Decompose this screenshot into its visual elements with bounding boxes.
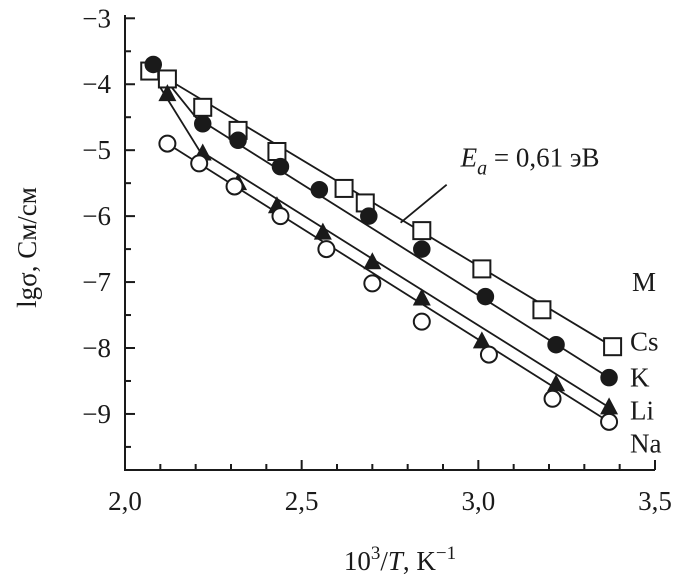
data-point-na bbox=[158, 134, 177, 153]
data-point-cs bbox=[472, 259, 492, 279]
annotation-symbol: E bbox=[460, 143, 478, 173]
x-axis-label-part: / bbox=[380, 546, 388, 576]
data-point-k bbox=[229, 131, 247, 150]
data-point-li bbox=[363, 252, 382, 270]
data-point-na bbox=[271, 207, 290, 226]
y-tick-label: −9 bbox=[82, 399, 111, 429]
data-point-na bbox=[412, 312, 431, 331]
x-axis-label-part: 10 bbox=[344, 546, 371, 576]
y-tick-label: −7 bbox=[82, 267, 111, 297]
annotation-value: = 0,61 эВ bbox=[487, 143, 599, 173]
data-point-na bbox=[363, 274, 382, 293]
y-tick-label: −5 bbox=[82, 135, 111, 165]
fit-line-li bbox=[159, 87, 610, 409]
y-tick-label: −4 bbox=[82, 69, 111, 99]
x-axis-label-part: , K bbox=[403, 546, 437, 576]
x-axis-label-part: −1 bbox=[436, 543, 456, 564]
x-tick-label: 2,5 bbox=[285, 486, 319, 516]
x-axis-label-part: T bbox=[388, 546, 405, 576]
data-point-k bbox=[547, 335, 565, 354]
series-label-k: K bbox=[630, 363, 650, 393]
data-point-na bbox=[479, 345, 498, 364]
axes bbox=[124, 15, 656, 471]
data-point-na bbox=[600, 412, 619, 431]
y-tick-label: −3 bbox=[82, 3, 111, 33]
data-point-k bbox=[413, 240, 431, 258]
data-point-k bbox=[193, 115, 212, 133]
series-label-li: Li bbox=[630, 396, 654, 426]
x-axis-label-part: 3 bbox=[371, 543, 381, 564]
annotation-subscript: a bbox=[477, 158, 487, 180]
data-point-cs bbox=[334, 178, 354, 198]
data-point-na bbox=[543, 389, 562, 408]
y-tick-label: −6 bbox=[82, 201, 111, 231]
data-point-li bbox=[313, 222, 332, 240]
x-tick-label: 2,0 bbox=[108, 486, 142, 516]
data-point-li bbox=[472, 331, 491, 349]
data-point-na bbox=[190, 154, 209, 173]
x-tick-label: 3,0 bbox=[461, 486, 495, 516]
labels: −3 −4 −5 −6 −7 −8 −9 2,0 2,5 3,0 3,5 lgσ, См/см 103/… bbox=[12, 3, 672, 576]
data-point-cs bbox=[412, 221, 432, 241]
data-point-k bbox=[310, 180, 329, 199]
data-point-k bbox=[600, 368, 618, 387]
data-point-cs bbox=[603, 337, 623, 357]
data-point-na bbox=[225, 177, 244, 196]
series-label-cs: Cs bbox=[630, 326, 659, 356]
series-label-na: Na bbox=[630, 429, 661, 459]
data-point-k bbox=[271, 157, 290, 176]
fit-lines bbox=[149, 63, 614, 423]
data-point-k bbox=[144, 55, 163, 74]
x-tick-label: 3,5 bbox=[638, 486, 672, 516]
data-point-li bbox=[600, 397, 619, 415]
activation-energy-annotation: Ea = 0,61 эВ bbox=[460, 143, 600, 180]
y-tick-label: −8 bbox=[82, 333, 111, 363]
data-point-cs bbox=[193, 97, 213, 117]
y-axis-label: lgσ, См/см bbox=[12, 187, 42, 308]
legend-title: M bbox=[632, 267, 656, 297]
data-point-li bbox=[547, 374, 566, 392]
data-point-cs bbox=[532, 300, 552, 320]
data-point-k bbox=[360, 207, 378, 225]
data-point-k bbox=[476, 287, 495, 306]
annotation-pointer bbox=[400, 183, 448, 224]
data-point-cs bbox=[267, 142, 287, 161]
data-point-li bbox=[412, 288, 431, 306]
data-point-na bbox=[317, 240, 336, 259]
data-points bbox=[140, 55, 623, 431]
x-axis-label: 103/T, K−1 bbox=[344, 543, 456, 576]
data-point-li bbox=[158, 84, 177, 102]
